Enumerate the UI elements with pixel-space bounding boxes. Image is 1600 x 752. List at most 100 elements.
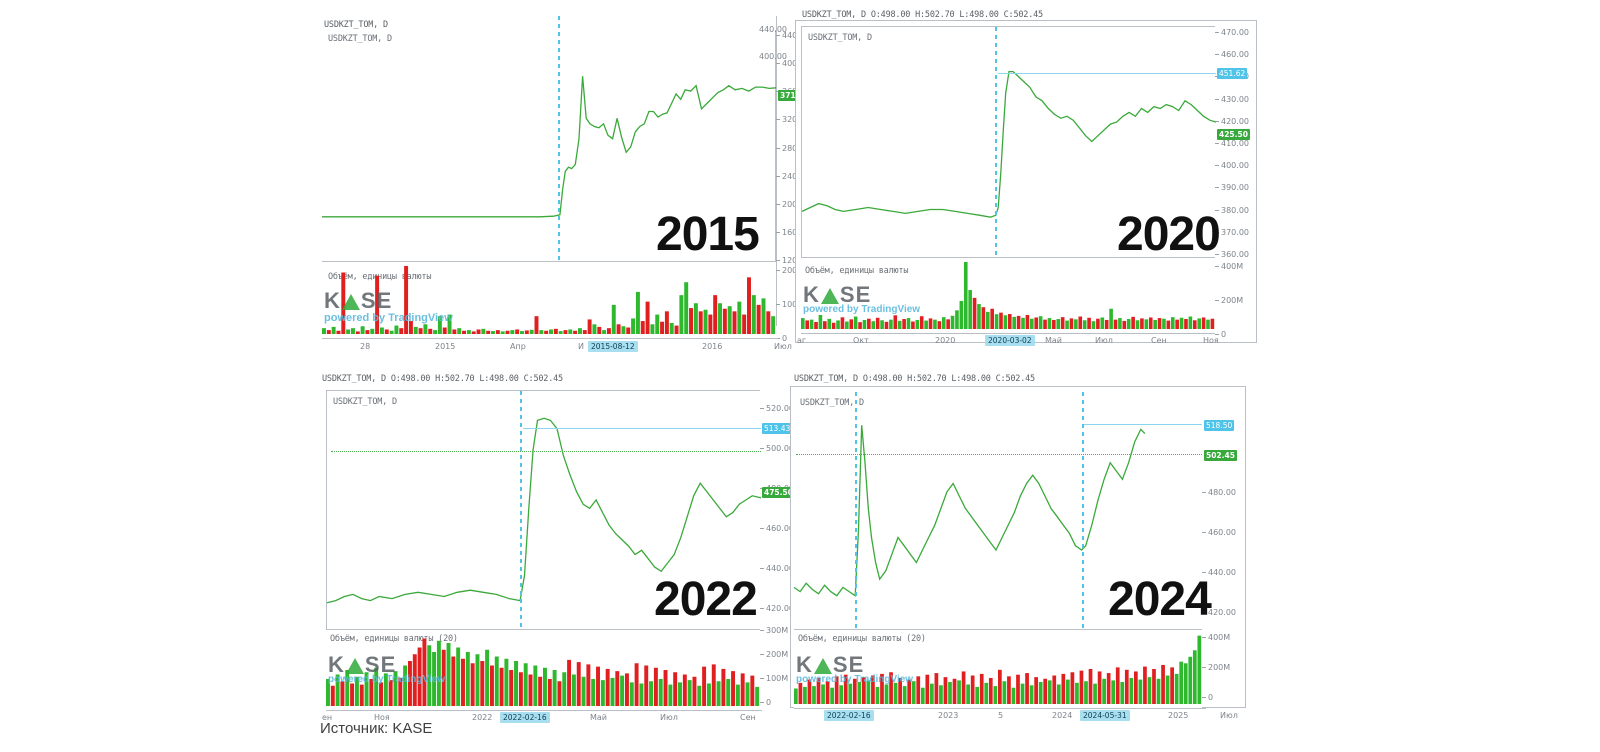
volume-bar	[466, 330, 471, 334]
axis-tick-label: 0	[766, 698, 772, 707]
chart-panel-2020: USDKZT_TOM, D O:498.00 H:502.70 L:498.00…	[759, 8, 1257, 346]
kase-triangle-icon	[341, 294, 360, 310]
volume-bar	[1029, 685, 1034, 704]
volume-bar	[345, 670, 350, 706]
volume-bar	[858, 322, 862, 329]
series-label-2020: USDKZT_TOM, D	[808, 33, 872, 43]
volume-bar	[1030, 318, 1034, 329]
axis-tick-label: 410.00	[1221, 139, 1249, 148]
volume-bar	[990, 308, 994, 329]
volume-bar	[509, 670, 514, 706]
tradingview-watermark-2024: powered by TradingView	[796, 674, 914, 685]
volume-bar	[533, 665, 538, 706]
level-line-blue-2022	[523, 428, 761, 429]
volume-bar	[558, 331, 563, 334]
volume-bar	[751, 295, 756, 334]
volume-bar	[1179, 661, 1184, 704]
xaxis-tick-label: Ноя	[374, 713, 390, 722]
xaxis-tick-label: Май	[1045, 336, 1063, 345]
volume-bar	[1060, 317, 1065, 329]
xaxis-tick-label: ен	[322, 713, 333, 722]
kase-logo-text-k: K	[328, 652, 345, 677]
volume-bar	[330, 685, 335, 706]
axis-tick-mark	[1202, 637, 1206, 638]
price-axis-2022: 520.00500.00480.00460.00440.00420.00513.…	[760, 390, 795, 707]
volume-bar	[1166, 320, 1171, 329]
volume-bar	[1147, 677, 1152, 704]
volume-bar	[422, 638, 427, 706]
volume-bar	[727, 306, 732, 334]
volume-bar	[1043, 319, 1047, 329]
volume-bar	[1012, 316, 1017, 329]
volume-bar	[394, 325, 399, 334]
volume-label-2020: Объём, единицы валюты	[805, 266, 909, 276]
volume-bar	[1038, 682, 1043, 704]
axis-tick-mark	[776, 338, 780, 339]
volume-bar	[602, 330, 607, 334]
volume-bar	[600, 680, 605, 707]
xaxis-labels-2020: аг Окт 2020 2020-03-02 Май Июл Сен Ноя	[795, 335, 1257, 347]
volume-bar	[735, 684, 740, 707]
volume-bar	[915, 319, 920, 329]
volume-bar	[742, 314, 747, 334]
volume-bar	[605, 668, 610, 707]
volume-bar	[592, 324, 597, 334]
volume-bar	[827, 318, 832, 329]
volume-bars-2024	[794, 635, 1202, 704]
volume-bar	[897, 320, 902, 329]
volume-bar	[611, 304, 616, 334]
last-price-badge-2024: 502.45	[1204, 450, 1237, 461]
axis-tick-label: 420.00	[766, 604, 794, 613]
volume-bar	[1066, 679, 1070, 704]
volume-bar	[354, 676, 359, 706]
axis-tick-label: 0	[1208, 693, 1214, 702]
volume-bar	[1179, 317, 1184, 329]
volume-bar	[916, 676, 921, 704]
volume-bar	[1192, 650, 1197, 704]
axis-tick-mark	[760, 408, 764, 409]
volume-bar	[515, 329, 520, 334]
volume-bar	[640, 321, 645, 334]
volume-bar	[1078, 316, 1083, 329]
volume-bar	[1034, 677, 1038, 704]
volume-bar	[1135, 320, 1140, 329]
chart-header-2020: USDKZT_TOM, D O:498.00 H:502.70 L:498.00…	[802, 10, 1043, 20]
volume-bar	[952, 678, 957, 704]
price-axis-2024: 480.00 460.00 440.00 420.00 518.50 502.45 400M…	[1202, 392, 1246, 702]
volume-bar	[687, 680, 692, 707]
volume-bar	[1134, 671, 1138, 704]
price-pane-2020: USDKZT_TOM, D	[801, 26, 1217, 258]
volume-bar	[1096, 318, 1100, 329]
volume-bar	[335, 674, 340, 706]
volume-bar	[716, 681, 721, 706]
price-pane-2022: USDKZT_TOM, D	[326, 390, 762, 630]
volume-bar	[857, 682, 862, 704]
volume-bar	[1069, 318, 1074, 329]
tradingview-watermark-2015: powered by TradingView	[324, 312, 453, 324]
volume-bar	[1152, 669, 1156, 704]
volume-bar	[852, 678, 857, 704]
volume-bar	[999, 312, 1003, 329]
volume-bar	[698, 311, 703, 334]
chart-panel-2015: USDKZT_TOM, D USDKZT_TOM, D 440.00 400.00…	[320, 8, 811, 353]
volume-bar	[684, 282, 689, 334]
volume-bar	[322, 328, 326, 334]
axis-tick-mark	[1202, 492, 1206, 493]
volume-bar	[972, 297, 977, 329]
tradingview-watermark-2022: powered by TradingView	[328, 674, 446, 685]
volume-bar	[1109, 308, 1113, 329]
volume-bar	[1153, 319, 1157, 329]
xaxis-tick-label: 2016	[702, 342, 723, 351]
price-axis-2020: 470.00460.00440.00430.00420.00410.00400.…	[1215, 26, 1257, 339]
volume-bar	[831, 322, 836, 329]
volume-bar	[1162, 318, 1166, 329]
volume-bar	[1138, 679, 1143, 704]
volume-bar	[840, 317, 845, 329]
volume-bar	[481, 328, 486, 334]
level-line-blue-2020	[998, 73, 1216, 74]
event-marker-line-2024-b	[1082, 392, 1084, 629]
volume-bar	[379, 327, 384, 334]
volume-bar	[1161, 664, 1165, 704]
volume-bar	[577, 328, 582, 334]
volume-bar	[407, 661, 412, 706]
